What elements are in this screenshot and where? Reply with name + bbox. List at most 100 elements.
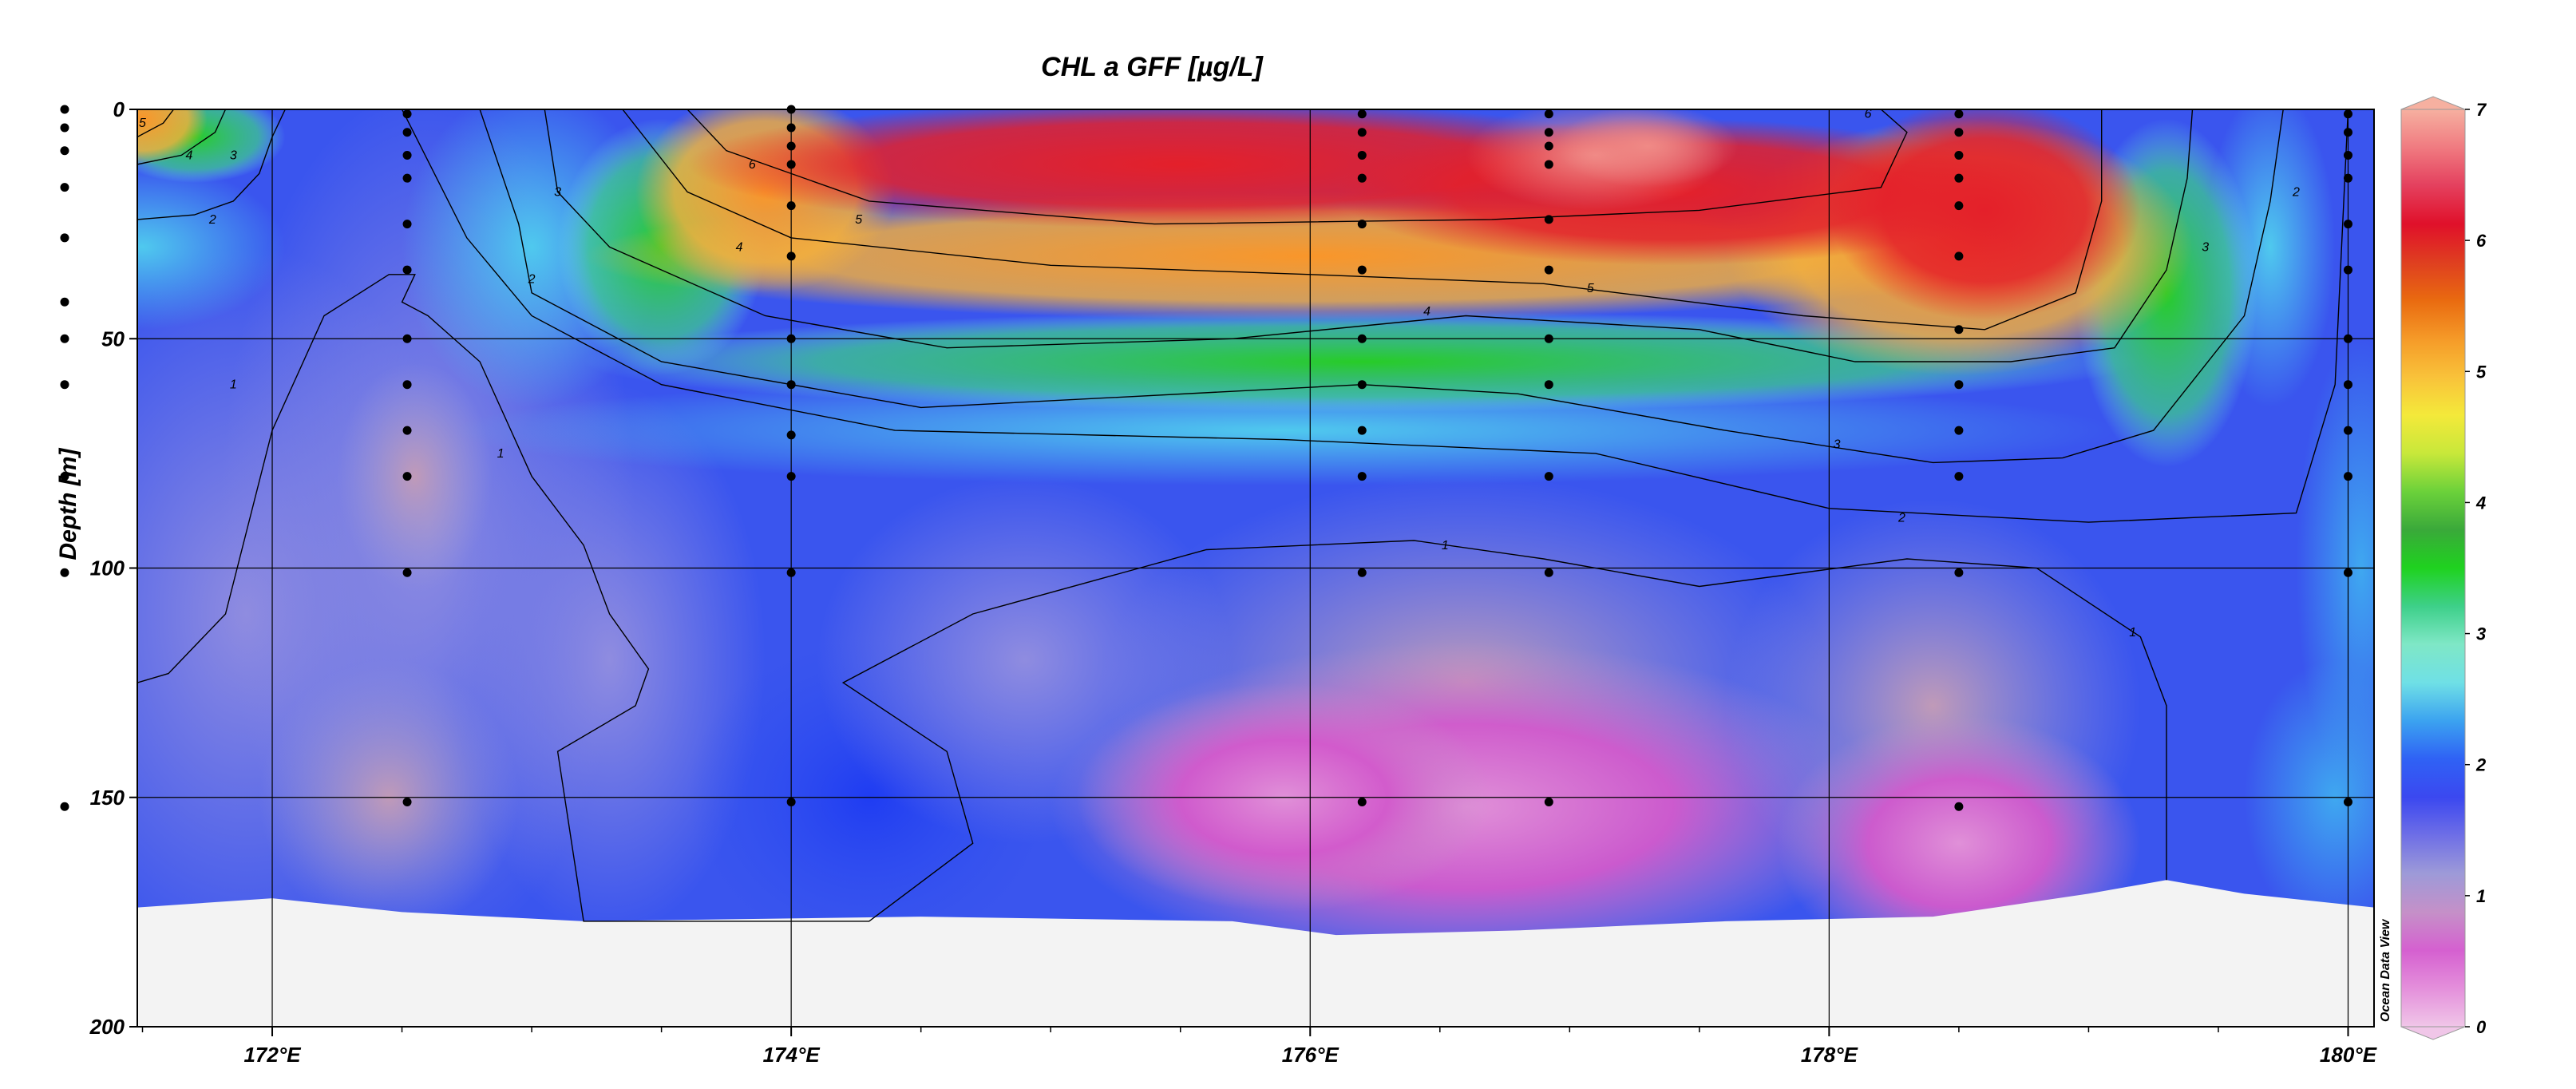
sample-point — [1954, 426, 1964, 435]
sample-point — [60, 472, 69, 481]
sample-point — [1544, 215, 1553, 224]
sample-point — [1954, 380, 1964, 390]
contour-label: 2 — [208, 213, 216, 227]
contour-line — [137, 109, 286, 220]
sample-point — [1357, 334, 1367, 343]
colorbar-top-arrow — [2400, 96, 2466, 110]
colorbar-tick-label: 2 — [2475, 755, 2487, 775]
sample-point — [60, 568, 69, 577]
sample-point — [2343, 472, 2352, 481]
sample-point — [2343, 426, 2352, 435]
sample-point — [1357, 128, 1367, 137]
sample-point — [1357, 426, 1367, 435]
sample-point — [2343, 797, 2352, 806]
y-tick-label: 50 — [101, 327, 125, 350]
sample-point — [1954, 802, 1964, 811]
sample-point — [1357, 472, 1367, 481]
sample-point — [786, 251, 796, 261]
contour-label: 1 — [230, 378, 237, 392]
sample-point — [1357, 173, 1367, 183]
sample-point — [60, 802, 69, 811]
sample-point — [1954, 150, 1964, 160]
sample-point — [402, 472, 412, 481]
colorbar-tick-label: 5 — [2476, 362, 2487, 382]
contour-line — [137, 109, 227, 165]
sample-point — [2343, 220, 2352, 229]
x-tick-label: 178°E — [1801, 1043, 1858, 1067]
sample-point — [1357, 568, 1367, 577]
contour-line — [622, 109, 2103, 331]
sample-point — [60, 334, 69, 343]
sample-point — [2343, 265, 2352, 275]
sample-point — [786, 141, 796, 151]
y-tick-label: 0 — [113, 97, 125, 121]
contour-label: 6 — [1865, 108, 1872, 121]
x-tick-label: 176°E — [1282, 1043, 1339, 1067]
sample-point — [402, 797, 412, 806]
contour-label-group: 5 4 3 2 3 2 1 1 6 5 4 6 5 4 3 2 3 2 1 1 — [139, 108, 2300, 640]
sample-point — [1544, 265, 1553, 275]
sample-point — [786, 201, 796, 211]
sample-point — [1544, 128, 1553, 137]
sample-point — [2343, 173, 2352, 183]
sample-point — [402, 150, 412, 160]
sample-point — [402, 265, 412, 275]
sample-point — [60, 105, 69, 114]
sample-point — [786, 568, 796, 577]
contour-label: 5 — [855, 213, 862, 227]
colorbar-tick-label: 0 — [2476, 1017, 2487, 1037]
contour-label: 1 — [2129, 626, 2136, 640]
colorbar: 0 1 2 3 4 5 6 7 — [2400, 96, 2487, 1040]
y-axis-ticks: 0 50 100 150 200 — [89, 97, 137, 1039]
contour-label: 3 — [1834, 438, 1841, 451]
chart-title: CHL a GFF [µg/L] — [1041, 52, 1264, 82]
sample-point — [786, 380, 796, 390]
sample-point — [1544, 109, 1553, 119]
sample-point — [1954, 472, 1964, 481]
sample-point — [1357, 797, 1367, 806]
odv-credit: Ocean Data View — [2379, 918, 2392, 1022]
sample-point — [786, 472, 796, 481]
y-axis-label: Depth [m] — [55, 448, 81, 560]
sample-point — [1544, 160, 1553, 169]
sample-point — [1357, 109, 1367, 119]
sample-point — [1544, 797, 1553, 806]
sample-point — [2343, 568, 2352, 577]
field-blob — [137, 164, 286, 330]
contour-line — [687, 109, 1908, 225]
contour-line — [544, 109, 2194, 362]
contour-lines — [137, 109, 2349, 922]
colorbar-tick-label: 7 — [2476, 100, 2487, 120]
field-blob — [1829, 109, 2141, 321]
colorbar-tick-label: 4 — [2475, 493, 2486, 513]
field-blob — [137, 109, 208, 164]
sample-point — [2343, 109, 2352, 119]
y-tick-label: 150 — [90, 786, 125, 810]
sample-point — [1954, 325, 1964, 335]
sample-point — [2343, 380, 2352, 390]
sample-point — [402, 109, 412, 119]
sample-point — [786, 160, 796, 169]
sample-point — [1544, 472, 1553, 481]
sample-point — [1954, 128, 1964, 137]
sample-point — [402, 220, 412, 229]
contour-label: 2 — [528, 273, 536, 287]
contour-line — [137, 109, 175, 138]
field-blob — [337, 361, 493, 592]
sample-point — [1954, 568, 1964, 577]
contour-label: 4 — [736, 240, 743, 254]
sample-point — [1544, 568, 1553, 577]
x-tick-label: 172°E — [243, 1043, 301, 1067]
y-tick-label: 200 — [89, 1015, 125, 1039]
sample-point — [1357, 150, 1367, 160]
colorbar-tick-label: 1 — [2476, 886, 2486, 906]
sample-point — [1954, 201, 1964, 211]
colorbar-tick-label: 6 — [2476, 231, 2487, 251]
contour-label: 3 — [2202, 240, 2209, 254]
sample-point — [60, 123, 69, 133]
sample-point — [60, 183, 69, 192]
sample-point — [1954, 251, 1964, 261]
contour-label: 4 — [186, 148, 193, 162]
sample-point — [786, 123, 796, 133]
